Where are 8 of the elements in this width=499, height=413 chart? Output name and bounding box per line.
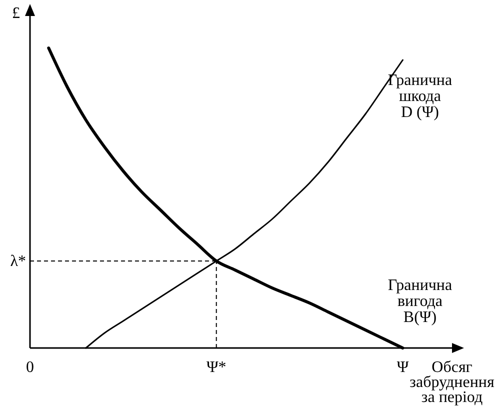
series-label: Гранична вигода B(Ψ): [388, 277, 452, 326]
x-tick-label: 0: [26, 359, 34, 376]
series-label: Гранична шкода D (Ψ): [388, 72, 452, 121]
y-axis-title: £: [12, 5, 20, 22]
x-tick-label: Ψ*: [206, 359, 226, 376]
x-tick-label: Ψ: [396, 359, 409, 376]
x-axis-title: Обсяг забруднення за період: [410, 359, 495, 406]
ref-line-label: λ*: [10, 253, 26, 270]
